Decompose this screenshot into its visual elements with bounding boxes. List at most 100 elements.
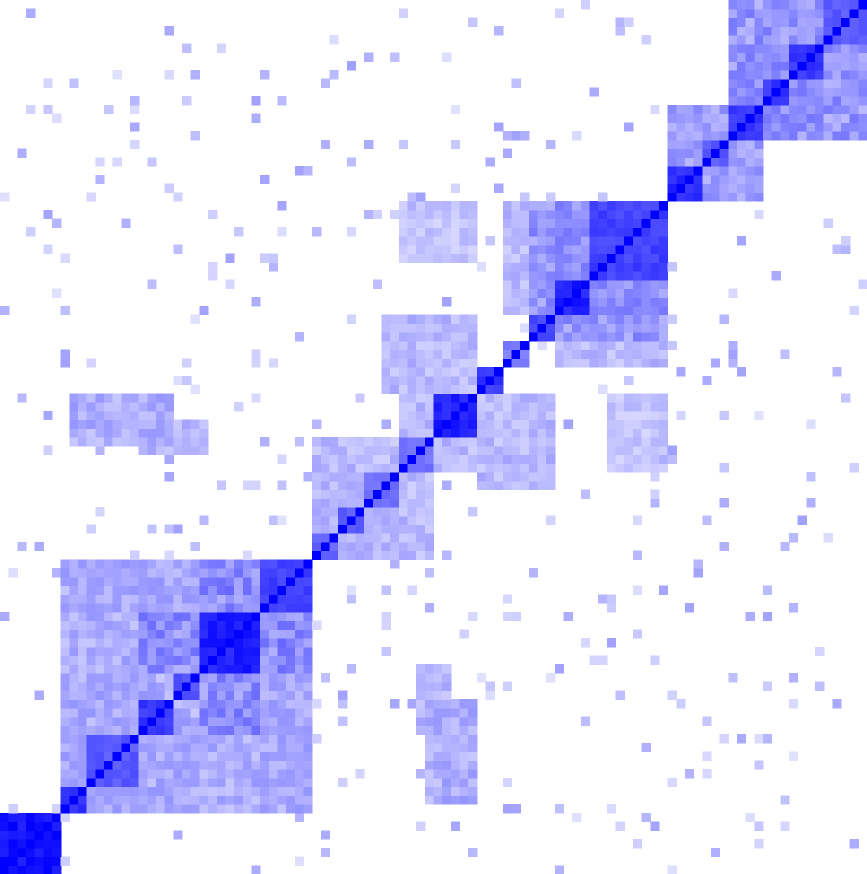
heatmap-cell — [511, 340, 521, 351]
heatmap-cell — [95, 402, 105, 412]
heatmap-cell — [286, 576, 296, 587]
heatmap-cell — [754, 174, 764, 185]
heatmap-cell — [814, 69, 825, 80]
heatmap-cell — [173, 769, 183, 779]
heatmap-cell — [667, 157, 677, 167]
heatmap-cell — [476, 384, 487, 394]
heatmap-cell — [814, 131, 825, 141]
heatmap-cell — [26, 8, 36, 19]
heatmap-cell — [95, 620, 105, 630]
heatmap-cell — [788, 0, 799, 10]
heatmap-cell — [468, 253, 478, 263]
heatmap-cell — [442, 314, 452, 324]
heatmap-cell — [502, 471, 513, 482]
heatmap-cell — [710, 131, 721, 141]
heatmap-cell — [225, 664, 235, 674]
heatmap-cell — [355, 437, 365, 447]
heatmap-cell — [416, 489, 426, 499]
heatmap-cell — [442, 681, 452, 692]
heatmap-cell — [788, 8, 799, 19]
heatmap-cell — [390, 340, 400, 351]
heatmap-cell — [485, 480, 495, 491]
heatmap-cell — [303, 769, 313, 779]
heatmap-cell — [234, 804, 244, 814]
heatmap-cell — [372, 463, 383, 473]
heatmap-cell — [832, 8, 842, 19]
heatmap-cell — [450, 393, 461, 403]
heatmap-cell — [754, 734, 764, 744]
heatmap-cell — [632, 235, 643, 246]
heatmap-cell — [225, 707, 235, 718]
heatmap-cell — [95, 760, 105, 770]
heatmap-cell — [17, 393, 27, 403]
heatmap-cell — [641, 419, 651, 429]
heatmap-cell — [442, 672, 452, 683]
heatmap-cell — [728, 78, 738, 88]
heatmap-cell — [840, 69, 851, 80]
heatmap-cell — [95, 568, 105, 578]
heatmap-cell — [234, 707, 244, 718]
heatmap-cell — [684, 603, 695, 613]
heatmap-cell — [641, 218, 651, 228]
heatmap-cell — [736, 235, 747, 246]
heatmap-cell — [294, 812, 305, 823]
heatmap-cell — [615, 244, 625, 255]
heatmap-cell — [606, 297, 617, 307]
heatmap-cell — [667, 454, 677, 464]
heatmap-cell — [60, 760, 70, 770]
heatmap-cell — [69, 777, 79, 788]
heatmap-cell — [754, 821, 764, 831]
heatmap-cell — [251, 568, 261, 578]
heatmap-cell — [294, 568, 305, 578]
heatmap-cell — [676, 113, 686, 123]
heatmap-cell — [138, 568, 148, 578]
heatmap-cell — [173, 428, 183, 438]
heatmap-cell — [849, 26, 859, 36]
heatmap-cell — [346, 664, 357, 674]
heatmap-cell — [563, 209, 573, 220]
heatmap-cell — [52, 812, 62, 823]
heatmap-cell — [424, 340, 435, 351]
heatmap-cell — [650, 428, 660, 438]
heatmap-cell — [502, 358, 513, 368]
heatmap-cell — [147, 638, 157, 648]
heatmap-cell — [407, 209, 417, 220]
heatmap-cell — [130, 777, 140, 788]
heatmap-cell — [624, 314, 634, 324]
heatmap-cell — [511, 428, 521, 438]
heatmap-cell — [268, 690, 279, 700]
heatmap-cell — [416, 524, 426, 534]
heatmap-cell — [251, 585, 261, 595]
heatmap-cell — [563, 305, 573, 316]
heatmap-cell — [173, 576, 183, 587]
heatmap-cell — [849, 305, 859, 316]
heatmap-cell — [459, 786, 469, 796]
heatmap-cell — [86, 393, 96, 403]
heatmap-cell — [424, 769, 435, 779]
heatmap-cell — [69, 620, 79, 630]
heatmap-cell — [156, 393, 166, 403]
heatmap-cell — [346, 463, 357, 473]
heatmap-cell — [476, 480, 487, 491]
heatmap-cell — [156, 672, 166, 683]
heatmap-cell — [0, 839, 10, 849]
heatmap-cell — [268, 603, 279, 613]
heatmap-cell — [407, 541, 417, 552]
heatmap-cell — [60, 585, 70, 595]
heatmap-cell — [537, 332, 547, 342]
heatmap-cell — [433, 393, 443, 403]
heatmap-cell — [416, 541, 426, 552]
heatmap-cell — [112, 725, 122, 735]
heatmap-cell — [606, 594, 617, 604]
heatmap-cell — [156, 568, 166, 578]
heatmap-cell — [606, 349, 617, 359]
heatmap-cell — [251, 664, 261, 674]
heatmap-cell — [667, 122, 677, 132]
heatmap-cell — [372, 471, 383, 482]
heatmap-cell — [225, 769, 235, 779]
heatmap-cell — [424, 725, 435, 735]
heatmap-cell — [104, 777, 114, 788]
heatmap-cell — [372, 506, 383, 517]
heatmap-cell — [615, 419, 625, 429]
heatmap-cell — [762, 96, 773, 106]
